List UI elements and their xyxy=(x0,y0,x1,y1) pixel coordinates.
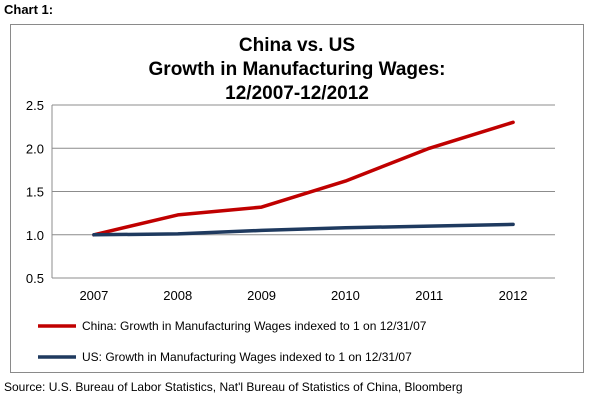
y-tick-label: 2.0 xyxy=(26,141,44,156)
series-line-china xyxy=(92,120,515,237)
chart-number-label: Chart 1: xyxy=(4,2,54,17)
chart-frame xyxy=(10,24,584,373)
y-tick-label: 1.5 xyxy=(26,185,44,200)
y-tick-label: 0.5 xyxy=(26,271,44,286)
x-tick-label: 2012 xyxy=(499,288,528,303)
series-line-us xyxy=(92,222,515,237)
y-tick-label: 1.0 xyxy=(26,228,44,243)
x-tick-label: 2011 xyxy=(415,288,443,303)
source-note: Source: U.S. Bureau of Labor Statistics,… xyxy=(4,380,463,394)
x-tick-label: 2008 xyxy=(163,288,192,303)
legend-label-us: US: Growth in Manufacturing Wages indexe… xyxy=(82,350,412,364)
x-tick-label: 2009 xyxy=(247,288,276,303)
chart-title-line-2: Growth in Manufacturing Wages: xyxy=(148,59,446,80)
legend-label-china: China: Growth in Manufacturing Wages ind… xyxy=(82,319,427,333)
chart-title-line-3: 12/2007-12/2012 xyxy=(225,83,369,104)
chart-title-line-1: China vs. US xyxy=(238,35,356,56)
x-tick-label: 2010 xyxy=(331,288,360,303)
x-tick-label: 2007 xyxy=(79,288,108,303)
y-tick-label: 2.5 xyxy=(26,98,44,113)
